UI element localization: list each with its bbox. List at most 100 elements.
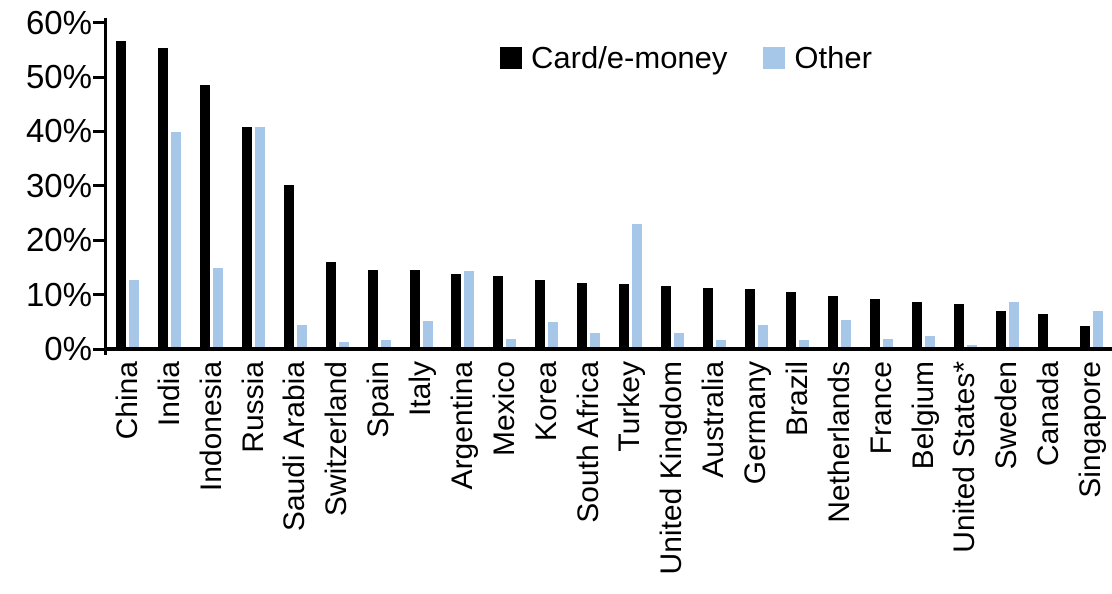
other-swatch <box>763 47 786 69</box>
x-label-cell: Singapore <box>1070 360 1112 592</box>
x-axis-labels: China India Indonesia Russia Saudi Arabia Swi… <box>107 360 1112 592</box>
bar-group <box>777 0 819 347</box>
bar-group <box>651 0 693 347</box>
x-axis-label: Indonesia <box>194 361 228 492</box>
x-axis-label: China <box>110 361 144 440</box>
bar-card-e-money <box>158 48 169 347</box>
y-axis-line <box>104 18 107 355</box>
bar-group <box>861 0 903 347</box>
bar-other <box>255 127 266 347</box>
y-tick-label: 60% <box>25 3 92 41</box>
x-axis-label: Spain <box>362 361 396 438</box>
bar-group <box>316 0 358 347</box>
bar-other <box>506 339 517 347</box>
bar-group <box>526 0 568 347</box>
bar-card-e-money <box>493 276 504 347</box>
bar-other <box>464 271 475 347</box>
x-axis-line <box>104 347 1112 351</box>
x-label-cell: Spain <box>358 360 400 592</box>
x-label-cell: Australia <box>693 360 735 592</box>
bar-group <box>819 0 861 347</box>
bar-other <box>129 280 140 347</box>
bar-card-e-money <box>912 302 923 347</box>
x-axis-label: Netherlands <box>822 361 856 523</box>
bar-other <box>673 333 684 347</box>
bar-other <box>171 132 182 347</box>
legend: Card/e-money Other <box>500 40 872 76</box>
bar-card-e-money <box>283 185 294 347</box>
x-label-cell: Brazil <box>777 360 819 592</box>
x-axis-label: Saudi Arabia <box>278 361 312 532</box>
x-label-cell: Argentina <box>442 360 484 592</box>
x-axis-label: Sweden <box>990 361 1024 470</box>
bar-card-e-money <box>702 288 713 347</box>
bar-other <box>757 325 768 347</box>
x-axis-label: Turkey <box>613 361 647 452</box>
x-label-cell: Germany <box>735 360 777 592</box>
bar-card-e-money <box>451 274 462 347</box>
x-axis-label: Germany <box>739 361 773 485</box>
y-tick-mark <box>93 238 105 242</box>
x-label-cell: Sweden <box>986 360 1028 592</box>
bar-group <box>568 0 610 347</box>
y-tick-mark <box>93 21 105 25</box>
bar-group <box>233 0 275 347</box>
bar-card-e-money <box>995 311 1006 347</box>
bar-group <box>400 0 442 347</box>
bar-group <box>149 0 191 347</box>
x-axis-label: Italy <box>404 361 438 417</box>
bar-other <box>590 333 601 347</box>
bar-card-e-money <box>786 292 797 347</box>
legend-item-card-e-money: Card/e-money <box>500 42 727 74</box>
bar-other <box>925 336 936 347</box>
y-tick-label: 20% <box>25 221 92 259</box>
x-axis-label: United States* <box>948 361 982 553</box>
y-tick-mark <box>93 184 105 188</box>
x-label-cell: Italy <box>400 360 442 592</box>
x-axis-label: Russia <box>236 361 270 453</box>
x-label-cell: Mexico <box>484 360 526 592</box>
x-axis-label: United Kingdom <box>655 361 689 575</box>
bar-other <box>799 340 810 347</box>
bar-other <box>338 342 349 347</box>
bar-other <box>1008 302 1019 347</box>
bar-group <box>1028 0 1070 347</box>
x-axis-label: Korea <box>529 361 563 442</box>
bar-card-e-money <box>744 289 755 347</box>
bar-other <box>841 320 852 347</box>
bar-card-e-money <box>577 283 588 347</box>
x-axis-label: Switzerland <box>320 361 354 517</box>
x-axis-label: Mexico <box>487 361 521 457</box>
bar-group <box>191 0 233 347</box>
bar-card-e-money <box>1079 326 1090 347</box>
y-tick-label: 10% <box>25 275 92 313</box>
x-label-cell: Netherlands <box>819 360 861 592</box>
y-tick-label: 30% <box>25 166 92 204</box>
x-axis-label: Canada <box>1032 361 1066 467</box>
x-label-cell: China <box>107 360 149 592</box>
bar-card-e-money <box>618 284 629 347</box>
bar-other <box>883 339 894 347</box>
bar-other <box>548 322 559 347</box>
bar-group <box>275 0 317 347</box>
bar-group <box>903 0 945 347</box>
x-axis-label: South Africa <box>571 361 605 523</box>
bar-card-e-money <box>409 270 420 347</box>
x-label-cell: India <box>149 360 191 592</box>
bar-other <box>715 340 726 347</box>
bar-group <box>610 0 652 347</box>
bar-card-e-money <box>242 127 253 347</box>
legend-label-other: Other <box>794 40 872 75</box>
plot-area <box>107 0 1112 347</box>
y-tick-mark <box>93 129 105 133</box>
bar-group <box>735 0 777 347</box>
bar-card-e-money <box>953 304 964 347</box>
bar-other <box>213 268 224 347</box>
bar-card-e-money <box>367 270 378 347</box>
y-tick-mark <box>93 293 105 297</box>
x-label-cell: Canada <box>1028 360 1070 592</box>
bar-other <box>296 325 307 347</box>
y-tick-label: 50% <box>25 58 92 95</box>
bar-other <box>380 340 391 347</box>
card-e-money-swatch <box>500 47 522 69</box>
